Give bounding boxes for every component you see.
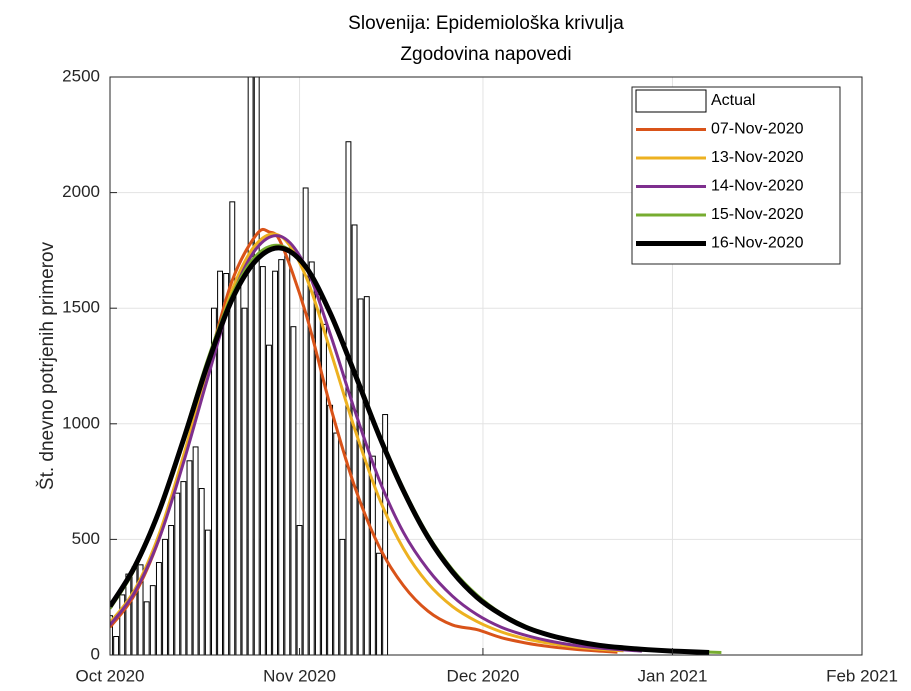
bar — [253, 77, 260, 655]
bar — [376, 552, 382, 655]
x-tick-label: Feb 2021 — [826, 666, 898, 685]
forecast-line — [110, 232, 624, 653]
bar — [296, 525, 303, 655]
forecast-line — [110, 234, 642, 653]
bar — [125, 573, 132, 655]
legend-label: 07-Nov-2020 — [711, 121, 804, 138]
bar — [217, 270, 223, 655]
bar — [204, 529, 211, 655]
x-tick-label: Oct 2020 — [76, 666, 145, 685]
bar — [198, 488, 205, 655]
bar — [327, 404, 334, 655]
bar — [155, 562, 162, 655]
y-tick-label: 1500 — [62, 298, 100, 317]
bar — [382, 414, 389, 655]
bar — [168, 525, 175, 655]
bar — [369, 455, 376, 655]
legend-label: 16-Nov-2020 — [711, 235, 804, 252]
bar — [229, 201, 236, 655]
bar — [321, 323, 327, 655]
marks — [110, 77, 722, 655]
bar — [192, 446, 199, 655]
bar — [241, 307, 248, 655]
legend-label: 14-Nov-2020 — [711, 178, 804, 195]
bar — [247, 77, 254, 655]
bar — [223, 273, 230, 655]
bar — [235, 279, 242, 655]
bar — [131, 566, 138, 655]
chart-subtitle: Zgodovina napovedi — [400, 44, 571, 65]
bar — [180, 481, 187, 655]
bar — [272, 270, 279, 655]
bar — [284, 247, 291, 655]
bar — [149, 585, 156, 655]
legend: Actual 07-Nov-2020 13-Nov-2020 14-Nov-2020 1… — [631, 86, 841, 265]
chart-title: Slovenija: Epidemiološka krivulja — [348, 13, 624, 34]
legend-label: Actual — [711, 92, 755, 109]
y-tick-label: 500 — [72, 529, 100, 548]
bar — [162, 538, 168, 655]
bar — [119, 594, 126, 655]
forecast-line — [110, 245, 710, 655]
bar — [290, 326, 297, 655]
bar — [302, 187, 309, 655]
bar — [143, 601, 150, 655]
y-tick-label: 2000 — [62, 182, 100, 201]
bar — [339, 538, 346, 655]
bar — [363, 296, 370, 655]
bar — [259, 266, 266, 655]
bar — [186, 460, 193, 655]
y-tick-label: 2500 — [62, 66, 100, 85]
bar — [308, 261, 315, 655]
legend-box — [631, 86, 841, 265]
y-tick-label: 1000 — [62, 413, 100, 432]
bar — [278, 259, 285, 655]
bar — [266, 344, 272, 655]
y-axis-label: Št. dnevno potrjenih primerov — [36, 241, 58, 490]
axes-box — [109, 76, 863, 656]
x-tick-label: Dec 2020 — [447, 666, 520, 685]
legend-label: 13-Nov-2020 — [711, 149, 804, 166]
bar — [333, 432, 340, 655]
bar — [113, 636, 120, 655]
legend-label: 15-Nov-2020 — [711, 206, 804, 223]
bar — [174, 492, 181, 655]
bar — [351, 224, 358, 655]
ticks: 0 500 1000 1500 2000 2500 Oct 2020 Nov 2020 Dec … — [62, 66, 898, 685]
y-tick-label: 0 — [91, 644, 100, 663]
bar — [357, 298, 364, 655]
x-tick-label: Jan 2021 — [637, 666, 707, 685]
bar — [210, 307, 217, 655]
x-tick-label: Nov 2020 — [263, 666, 336, 685]
legend-swatch — [635, 89, 707, 113]
